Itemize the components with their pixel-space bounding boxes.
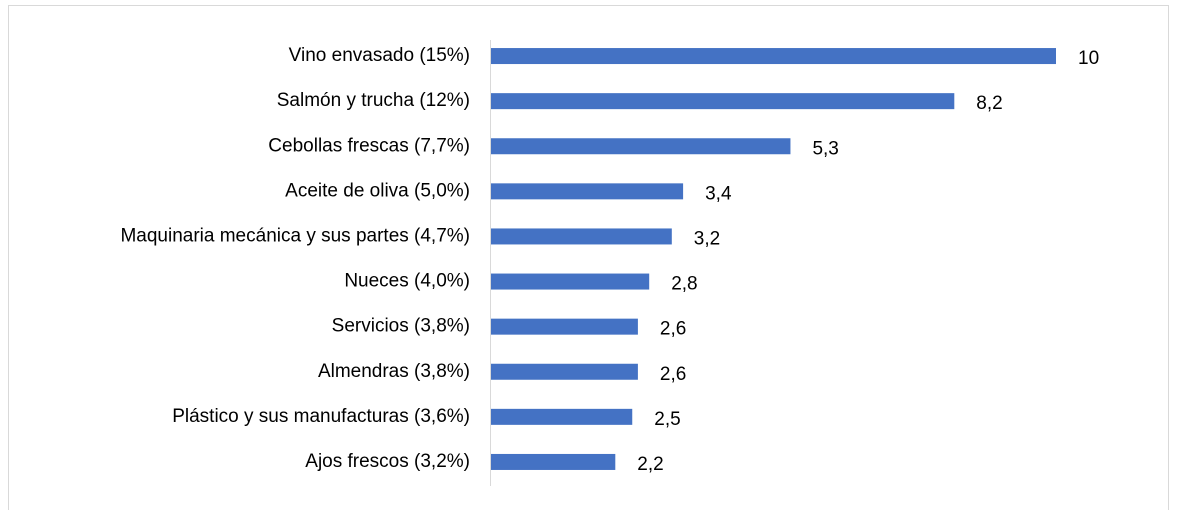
category-label: Vino envasado (15%): [289, 45, 470, 66]
bar: [491, 138, 791, 155]
chart-frame: [8, 5, 1169, 510]
bar: [491, 408, 633, 425]
bar: [491, 363, 638, 380]
data-label: 10: [1078, 48, 1099, 69]
data-label: 5,3: [812, 138, 838, 159]
category-label: Ajos frescos (3,2%): [305, 451, 470, 472]
data-label: 3,4: [705, 183, 732, 204]
category-label: Maquinaria mecánica y sus partes (4,7%): [120, 225, 470, 246]
bar: [491, 273, 650, 290]
category-label: Cebollas frescas (7,7%): [268, 135, 470, 156]
category-label: Almendras (3,8%): [318, 361, 470, 382]
category-label: Nueces (4,0%): [344, 271, 470, 292]
category-label: Aceite de oliva (5,0%): [285, 180, 470, 201]
data-label: 3,2: [694, 228, 720, 249]
data-label: 2,8: [671, 274, 697, 295]
category-label: Salmón y trucha (12%): [277, 90, 470, 111]
data-label: 2,5: [654, 409, 680, 430]
data-label: 2,2: [637, 454, 663, 475]
bar: [491, 453, 616, 470]
bar: [491, 93, 955, 110]
data-label: 2,6: [660, 319, 686, 340]
category-label: Plástico y sus manufacturas (3,6%): [172, 406, 470, 427]
category-label: Servicios (3,8%): [332, 316, 470, 337]
bar: [491, 318, 638, 335]
data-label: 2,6: [660, 364, 686, 385]
bar: [491, 183, 684, 200]
data-label: 8,2: [976, 93, 1002, 114]
bar: [491, 228, 672, 245]
bar: [491, 48, 1056, 65]
